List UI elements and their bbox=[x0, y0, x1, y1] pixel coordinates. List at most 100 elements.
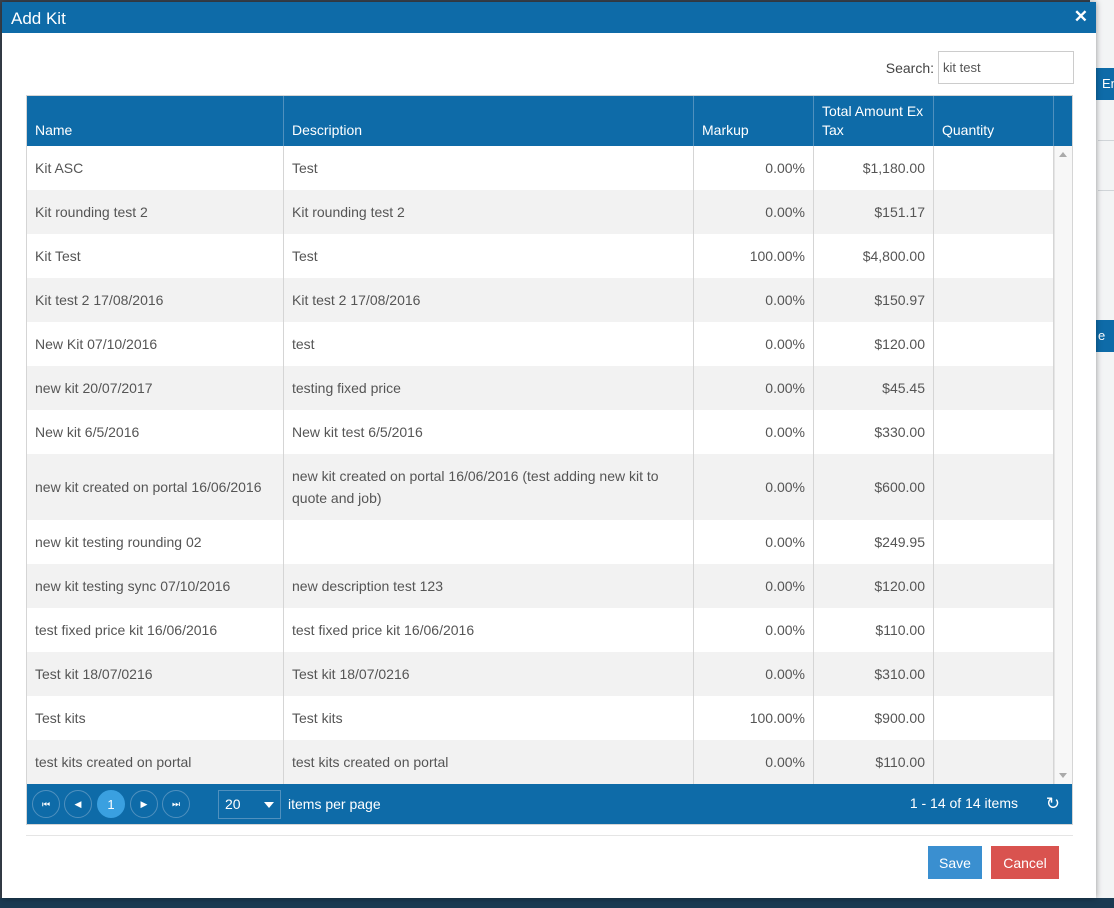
cell-name: Kit rounding test 2 bbox=[27, 190, 284, 234]
cell-total: $4,800.00 bbox=[814, 234, 934, 278]
refresh-icon[interactable]: ↻ bbox=[1045, 794, 1060, 813]
items-per-page-label: items per page bbox=[288, 796, 381, 812]
cell-markup: 0.00% bbox=[694, 652, 814, 696]
column-header-description[interactable]: Description bbox=[284, 96, 694, 146]
cell-name: Test kits bbox=[27, 696, 284, 740]
cell-quantity[interactable] bbox=[934, 190, 1054, 234]
table-row[interactable]: New Kit 07/10/2016 test 0.00% $120.00 bbox=[27, 322, 1054, 366]
page-size-select[interactable]: 20 bbox=[218, 790, 281, 819]
cell-total: $120.00 bbox=[814, 564, 934, 608]
page-button-current[interactable]: 1 bbox=[97, 790, 125, 818]
cell-markup: 100.00% bbox=[694, 234, 814, 278]
table-row[interactable]: Test kit 18/07/0216 Test kit 18/07/0216 0.… bbox=[27, 652, 1054, 696]
cell-total: $150.97 bbox=[814, 278, 934, 322]
cancel-button[interactable]: Cancel bbox=[991, 846, 1059, 879]
cell-quantity[interactable] bbox=[934, 146, 1054, 190]
background-footer bbox=[0, 898, 1114, 908]
cell-description bbox=[284, 520, 694, 564]
cell-quantity[interactable] bbox=[934, 564, 1054, 608]
cell-quantity[interactable] bbox=[934, 608, 1054, 652]
save-button[interactable]: Save bbox=[928, 846, 982, 879]
grid-scrollbar[interactable] bbox=[1054, 146, 1072, 784]
cell-description: test fixed price kit 16/06/2016 bbox=[284, 608, 694, 652]
cell-markup: 100.00% bbox=[694, 696, 814, 740]
cell-markup: 0.00% bbox=[694, 608, 814, 652]
table-row[interactable]: New kit 6/5/2016 New kit test 6/5/2016 0.0… bbox=[27, 410, 1054, 454]
table-row[interactable]: Kit rounding test 2 Kit rounding test 2 0.… bbox=[27, 190, 1054, 234]
cell-quantity[interactable] bbox=[934, 454, 1054, 520]
table-row[interactable]: Test kits Test kits 100.00% $900.00 bbox=[27, 696, 1054, 740]
cell-quantity[interactable] bbox=[934, 740, 1054, 784]
table-row[interactable]: new kit created on portal 16/06/2016 new … bbox=[27, 454, 1054, 520]
cell-name: test fixed price kit 16/06/2016 bbox=[27, 608, 284, 652]
table-row[interactable]: new kit testing sync 07/10/2016 new descr… bbox=[27, 564, 1054, 608]
cell-total: $600.00 bbox=[814, 454, 934, 520]
background-divider bbox=[1098, 140, 1114, 141]
cell-name: New kit 6/5/2016 bbox=[27, 410, 284, 454]
cell-quantity[interactable] bbox=[934, 410, 1054, 454]
table-row[interactable]: Kit Test Test 100.00% $4,800.00 bbox=[27, 234, 1054, 278]
cell-total: $120.00 bbox=[814, 322, 934, 366]
cell-quantity[interactable] bbox=[934, 278, 1054, 322]
cell-markup: 0.00% bbox=[694, 146, 814, 190]
scroll-down-icon[interactable] bbox=[1059, 773, 1067, 778]
table-row[interactable]: Kit test 2 17/08/2016 Kit test 2 17/08/20… bbox=[27, 278, 1054, 322]
cell-quantity[interactable] bbox=[934, 366, 1054, 410]
dialog-title: Add Kit bbox=[11, 9, 66, 28]
cell-markup: 0.00% bbox=[694, 366, 814, 410]
cell-description: Test bbox=[284, 146, 694, 190]
cell-quantity[interactable] bbox=[934, 520, 1054, 564]
next-page-icon[interactable]: ▶ bbox=[130, 790, 158, 818]
column-header-name[interactable]: Name bbox=[27, 96, 284, 146]
cell-name: test kits created on portal bbox=[27, 740, 284, 784]
cell-quantity[interactable] bbox=[934, 234, 1054, 278]
chevron-down-icon bbox=[264, 802, 274, 808]
cell-description: test kits created on portal bbox=[284, 740, 694, 784]
grid-pager: ⏮ ◀ 1 ▶ ⏭ 20 items per page 1 - 14 of 14… bbox=[27, 784, 1072, 824]
search-input[interactable] bbox=[938, 51, 1074, 84]
cell-name: Kit Test bbox=[27, 234, 284, 278]
column-header-total[interactable]: Total Amount Ex Tax bbox=[814, 96, 934, 146]
table-row[interactable]: new kit 20/07/2017 testing fixed price 0.0… bbox=[27, 366, 1054, 410]
cell-description: new kit created on portal 16/06/2016 (te… bbox=[284, 454, 694, 520]
search-label: Search: bbox=[885, 59, 934, 76]
last-page-icon[interactable]: ⏭ bbox=[162, 790, 190, 818]
table-row[interactable]: new kit testing rounding 02 0.00% $249.95 bbox=[27, 520, 1054, 564]
cell-markup: 0.00% bbox=[694, 278, 814, 322]
column-header-markup[interactable]: Markup bbox=[694, 96, 814, 146]
cell-name: Kit test 2 17/08/2016 bbox=[27, 278, 284, 322]
grid-body: Kit ASC Test 0.00% $1,180.00 Kit rounding te… bbox=[27, 146, 1054, 784]
table-row[interactable]: test kits created on portal test kits cre… bbox=[27, 740, 1054, 784]
cell-markup: 0.00% bbox=[694, 564, 814, 608]
cell-markup: 0.00% bbox=[694, 322, 814, 366]
cell-markup: 0.00% bbox=[694, 190, 814, 234]
table-row[interactable]: Kit ASC Test 0.00% $1,180.00 bbox=[27, 146, 1054, 190]
cell-name: Test kit 18/07/0216 bbox=[27, 652, 284, 696]
cell-name: new kit 20/07/2017 bbox=[27, 366, 284, 410]
cell-description: Test kit 18/07/0216 bbox=[284, 652, 694, 696]
close-icon[interactable]: ✕ bbox=[1073, 7, 1088, 26]
cell-total: $900.00 bbox=[814, 696, 934, 740]
column-header-quantity[interactable]: Quantity bbox=[934, 96, 1054, 146]
table-row[interactable]: test fixed price kit 16/06/2016 test fixe… bbox=[27, 608, 1054, 652]
cell-total: $330.00 bbox=[814, 410, 934, 454]
cell-quantity[interactable] bbox=[934, 652, 1054, 696]
cell-quantity[interactable] bbox=[934, 322, 1054, 366]
background-tab: e C bbox=[1096, 320, 1114, 352]
kits-grid: Name Description Markup Total Amount Ex … bbox=[26, 95, 1073, 825]
cell-name: New Kit 07/10/2016 bbox=[27, 322, 284, 366]
cell-name: new kit created on portal 16/06/2016 bbox=[27, 454, 284, 520]
cell-quantity[interactable] bbox=[934, 696, 1054, 740]
cell-description: new description test 123 bbox=[284, 564, 694, 608]
cell-markup: 0.00% bbox=[694, 740, 814, 784]
scroll-up-icon[interactable] bbox=[1059, 152, 1067, 157]
first-page-icon[interactable]: ⏮ bbox=[32, 790, 60, 818]
cell-description: test bbox=[284, 322, 694, 366]
cell-description: testing fixed price bbox=[284, 366, 694, 410]
background-divider bbox=[1098, 190, 1114, 191]
add-kit-dialog: Add Kit ✕ Search: Name Description Marku… bbox=[2, 2, 1096, 898]
cell-markup: 0.00% bbox=[694, 520, 814, 564]
item-count: 1 - 14 of 14 items bbox=[909, 795, 1018, 811]
previous-page-icon[interactable]: ◀ bbox=[64, 790, 92, 818]
cell-name: Kit ASC bbox=[27, 146, 284, 190]
